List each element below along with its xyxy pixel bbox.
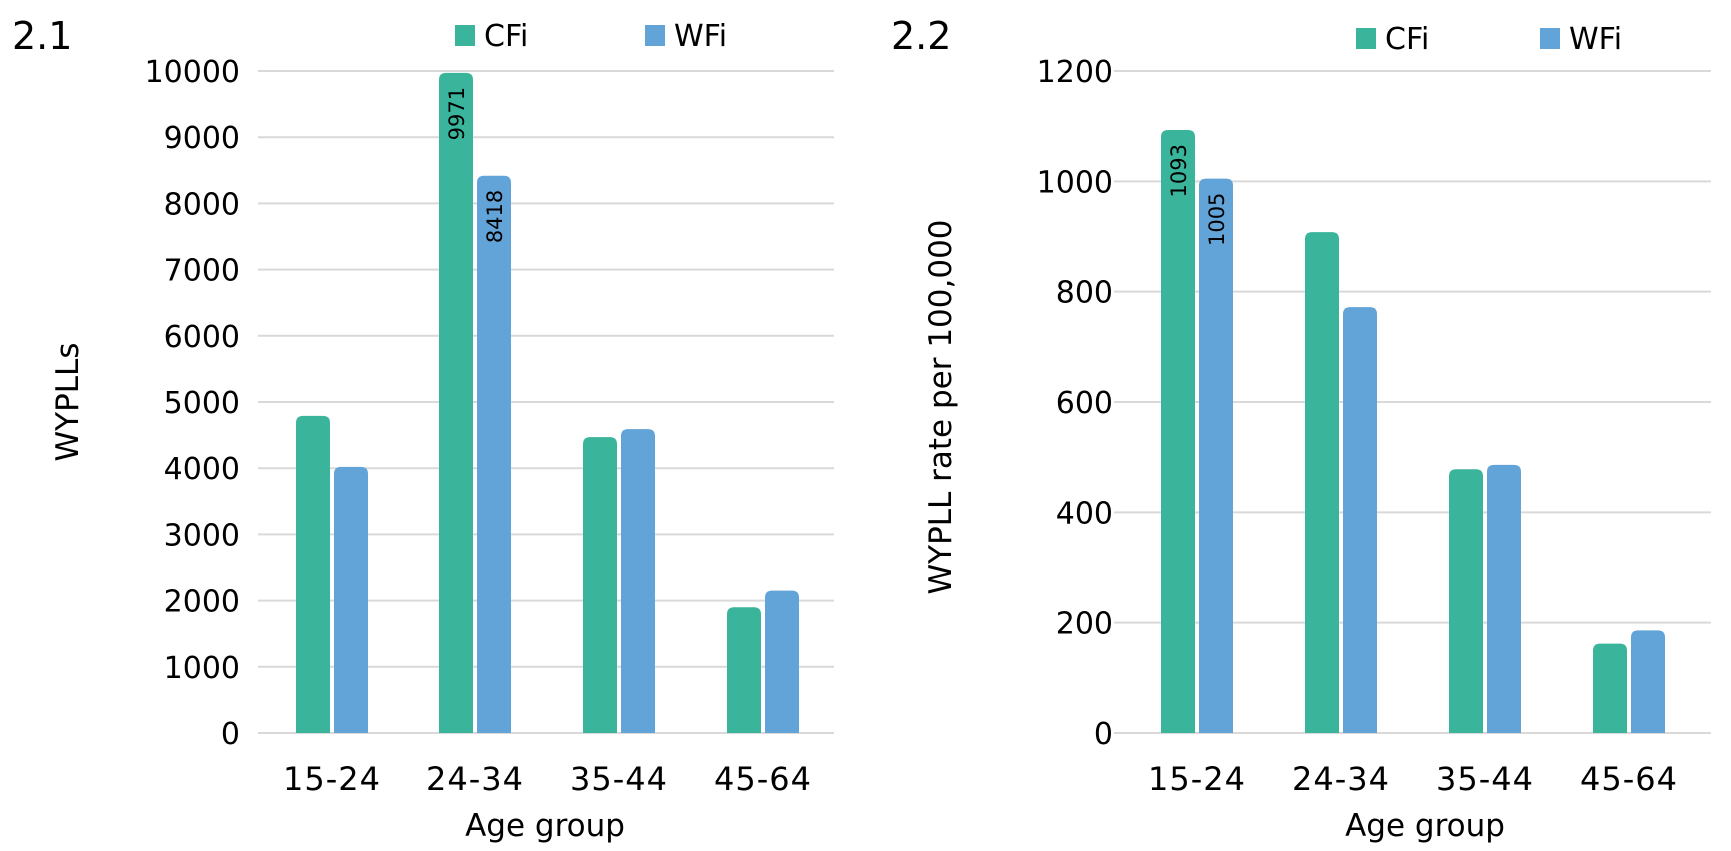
legend-swatch <box>455 25 475 46</box>
bar-cfi-45-64 <box>727 607 761 733</box>
y-tick-label: 10000 <box>145 55 240 90</box>
y-tick-label: 1000 <box>1037 165 1113 200</box>
y-tick-label: 3000 <box>164 518 240 553</box>
bar-cfi-35-44 <box>1449 469 1483 733</box>
legend-swatch <box>1356 28 1376 49</box>
legend-label: CFi <box>484 19 528 54</box>
y-tick-label: 1200 <box>1037 55 1113 90</box>
bar-wfi-35-44 <box>621 429 655 733</box>
y-tick-label: 8000 <box>164 187 240 222</box>
data-label: 1005 <box>1205 193 1229 246</box>
bar-cfi-15-24 <box>1161 130 1195 734</box>
data-label: 9971 <box>445 87 469 140</box>
chart-panel-1: 2.1 0 1000 2000 3000 4000 5000 6000 7000 8000 900… <box>12 14 834 844</box>
y-axis-label: WYPLL rate per 100,000 <box>923 219 959 594</box>
chart-panel-2: 2.2 0 200 400 600 800 1000 1200 1093 1005 15-24 24… <box>866 0 1731 851</box>
data-label: 8418 <box>483 190 507 243</box>
y-tick-label: 0 <box>221 717 240 752</box>
y-tick-label: 600 <box>1056 386 1113 421</box>
y-tick-label: 5000 <box>164 386 240 421</box>
y-tick-label: 0 <box>1094 717 1113 752</box>
bar-wfi-45-64 <box>1631 630 1665 733</box>
x-tick-label: 24-34 <box>1292 760 1390 798</box>
chart-svg: 0 200 400 600 800 1000 1200 1093 1005 15-24 24-34 3… <box>923 22 1711 844</box>
x-tick-label: 35-44 <box>570 760 668 798</box>
y-axis-label: WYPLLs <box>50 343 86 462</box>
y-tick-label: 4000 <box>164 452 240 487</box>
bar-wfi-15-24 <box>1199 178 1233 733</box>
y-tick-label: 6000 <box>164 320 240 355</box>
bar-cfi-35-44 <box>583 437 617 733</box>
bar-wfi-24-34 <box>1343 307 1377 733</box>
legend-swatch <box>1540 28 1560 49</box>
bar-wfi-15-24 <box>334 466 368 733</box>
panel-label: 2.1 <box>12 14 73 58</box>
x-axis-label: Age group <box>465 808 625 844</box>
y-tick-label: 400 <box>1056 496 1113 531</box>
bar-wfi-24-34 <box>477 175 511 733</box>
bar-cfi-24-34 <box>1305 232 1339 733</box>
x-tick-label: 15-24 <box>1148 760 1246 798</box>
x-tick-label: 15-24 <box>283 760 381 798</box>
bar-cfi-24-34 <box>439 72 473 733</box>
x-tick-label: 24-34 <box>426 760 524 798</box>
bar-cfi-45-64 <box>1593 643 1627 733</box>
y-tick-label: 7000 <box>164 254 240 289</box>
legend-label: CFi <box>1385 22 1429 57</box>
x-axis-label: Age group <box>1345 808 1505 844</box>
y-tick-label: 200 <box>1056 607 1113 642</box>
x-tick-label: 35-44 <box>1436 760 1534 798</box>
bar-wfi-35-44 <box>1487 464 1521 733</box>
legend-label: WFi <box>674 19 727 54</box>
bar-wfi-45-64 <box>765 590 799 733</box>
legend-label: WFi <box>1569 22 1622 57</box>
chart-svg: 0 1000 2000 3000 4000 5000 6000 7000 8000 9000 100… <box>50 19 834 844</box>
data-label: 1093 <box>1167 144 1191 197</box>
bar-cfi-15-24 <box>296 415 330 733</box>
legend-swatch <box>645 25 665 46</box>
y-tick-label: 9000 <box>164 121 240 156</box>
y-tick-label: 1000 <box>164 651 240 686</box>
x-tick-label: 45-64 <box>1580 760 1678 798</box>
y-tick-label: 800 <box>1056 276 1113 311</box>
x-tick-label: 45-64 <box>714 760 812 798</box>
y-tick-label: 2000 <box>164 585 240 620</box>
panel-label: 2.2 <box>891 14 952 58</box>
